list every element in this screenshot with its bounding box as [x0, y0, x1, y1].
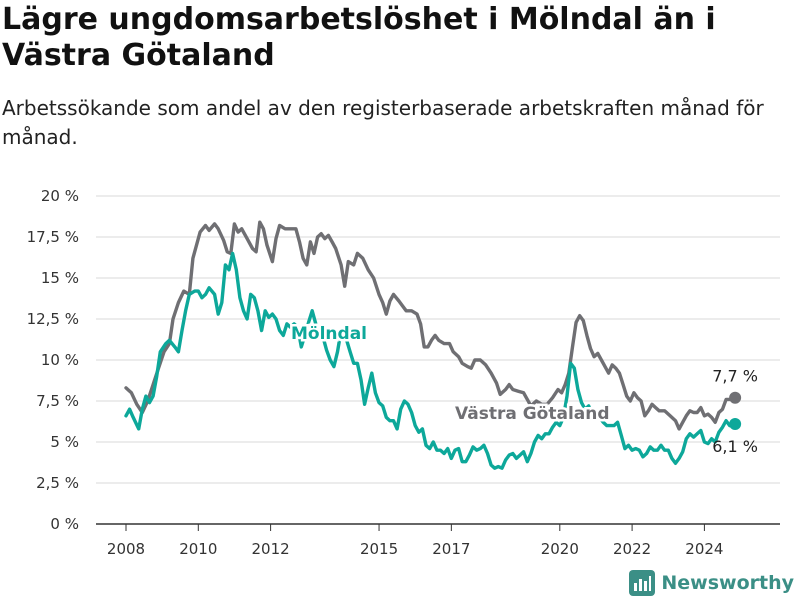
- y-tick-label: 7,5 %: [36, 392, 79, 410]
- vastra-gotaland-end-point: [729, 391, 742, 404]
- y-tick-label: 20 %: [41, 187, 79, 205]
- grid-lines: [96, 195, 780, 525]
- x-tick-label: 2008: [107, 540, 145, 558]
- x-tick-label: 2017: [432, 540, 470, 558]
- y-tick-label: 5 %: [50, 433, 79, 451]
- x-axis: 2008 2010 2012 2015 2017 2020 2022 2024: [107, 524, 723, 558]
- molndal-label: Mölndal: [291, 324, 367, 344]
- y-tick-label: 10 %: [41, 351, 79, 369]
- chart-subtitle: Arbetssökande som andel av den registerb…: [2, 96, 764, 149]
- series-lines: [124, 220, 742, 470]
- y-tick-label: 2,5 %: [36, 474, 79, 492]
- y-axis-ticks: 0 % 2,5 % 5 % 7,5 % 10 % 12,5 % 15 % 17,5 % 20 %: [27, 187, 79, 533]
- vastra-gotaland-label: Västra Götaland: [455, 404, 610, 424]
- chart-title: Lägre ungdomsarbetslöshet i Mölndal än i…: [2, 2, 716, 73]
- y-tick-label: 15 %: [41, 269, 79, 287]
- x-tick-label: 2010: [179, 540, 217, 558]
- molndal-end-point: [729, 417, 742, 430]
- x-tick-label: 2012: [252, 540, 290, 558]
- vastra-gotaland-end-value: 7,7 %: [712, 367, 758, 386]
- newsworthy-logo-icon: [629, 570, 656, 596]
- molndal-line: [124, 251, 737, 470]
- y-tick-label: 0 %: [50, 515, 79, 533]
- series-labels: Mölndal Västra Götaland 7,7 % 6,1 %: [289, 322, 758, 456]
- y-tick-label: 17,5 %: [27, 228, 79, 246]
- y-tick-label: 12,5 %: [27, 310, 79, 328]
- x-tick-label: 2024: [685, 540, 723, 558]
- molndal-end-value: 6,1 %: [712, 437, 758, 456]
- vastra-gotaland-line: [124, 220, 737, 431]
- x-tick-label: 2022: [613, 540, 651, 558]
- x-tick-label: 2020: [541, 540, 579, 558]
- brand-logo[interactable]: Newsworthy: [629, 568, 794, 598]
- brand-name: Newsworthy: [661, 572, 794, 594]
- x-tick-label: 2015: [360, 540, 398, 558]
